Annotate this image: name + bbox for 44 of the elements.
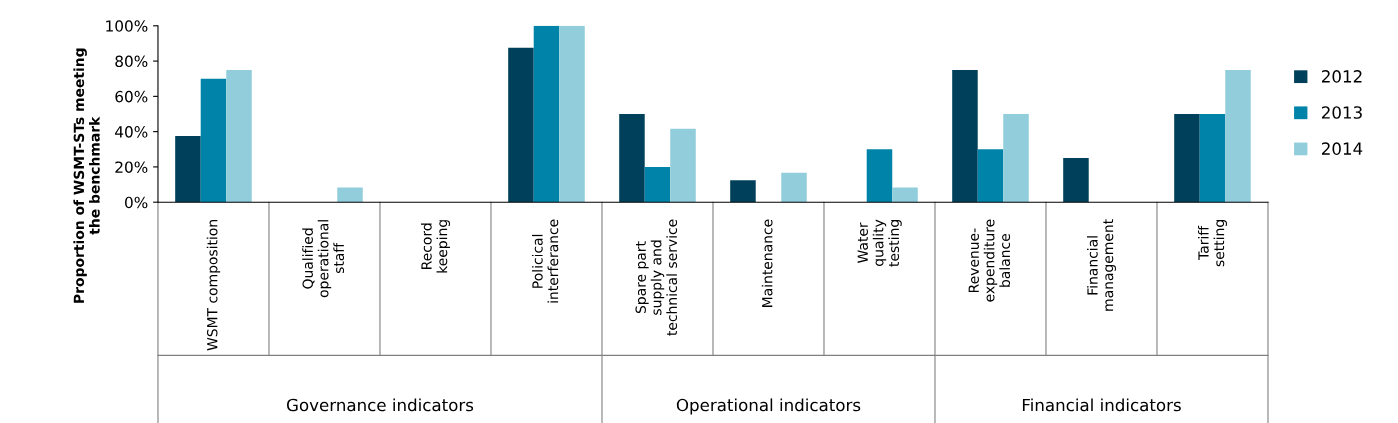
bar	[226, 69, 252, 203]
bar	[508, 47, 534, 203]
bar	[781, 172, 807, 203]
x-tick-label: Revenue- expenditure balance	[968, 219, 1011, 302]
bar	[730, 180, 756, 203]
bar	[175, 136, 201, 203]
legend-label: 2014	[1321, 142, 1363, 155]
legend-label: 2012	[1321, 70, 1362, 83]
bar	[892, 187, 918, 203]
y-tick-label: 40%	[115, 126, 148, 138]
x-tick-label: Maintenance	[761, 219, 773, 307]
x-tick-label: Financial management	[1086, 219, 1116, 311]
x-tick-label: Record keeping	[420, 220, 450, 273]
bar	[866, 149, 893, 203]
bar	[670, 128, 696, 203]
bar	[533, 25, 560, 203]
legend-label: 2013	[1321, 106, 1362, 119]
bar	[619, 114, 645, 203]
bar	[337, 187, 363, 203]
bar	[977, 149, 1004, 203]
bar	[952, 69, 978, 203]
bar	[559, 25, 585, 203]
bar	[1003, 114, 1029, 203]
x-tick-label: Spare part supply and technical service	[635, 219, 678, 336]
text: Financial indicators	[1022, 398, 1181, 412]
text: Operational indicators	[676, 398, 861, 415]
x-tick-label: Water quality testing	[857, 219, 902, 267]
text: Governance indicators	[286, 398, 474, 412]
bar	[644, 166, 671, 203]
x-tick-label: Policical interferance	[531, 219, 559, 303]
y-tick-label: 20%	[115, 161, 148, 173]
y-tick-label: 0%	[125, 196, 148, 209]
bar	[1199, 114, 1226, 203]
y-tick-label: 80%	[115, 55, 148, 68]
x-tick-label: Tariff setting	[1197, 220, 1227, 267]
bar	[200, 78, 227, 203]
x-tick-label: Qualified operational staff	[302, 220, 345, 298]
y-axis-title: Proportion of WSMT-STs meeting the benchmark	[73, 48, 100, 303]
x-tick-label: WSMT composition	[206, 220, 221, 351]
y-tick-label: 60%	[115, 90, 148, 103]
y-tick-label: 100%	[106, 20, 148, 32]
bar	[1174, 114, 1200, 203]
bar	[1063, 158, 1089, 203]
bar	[1225, 69, 1251, 203]
